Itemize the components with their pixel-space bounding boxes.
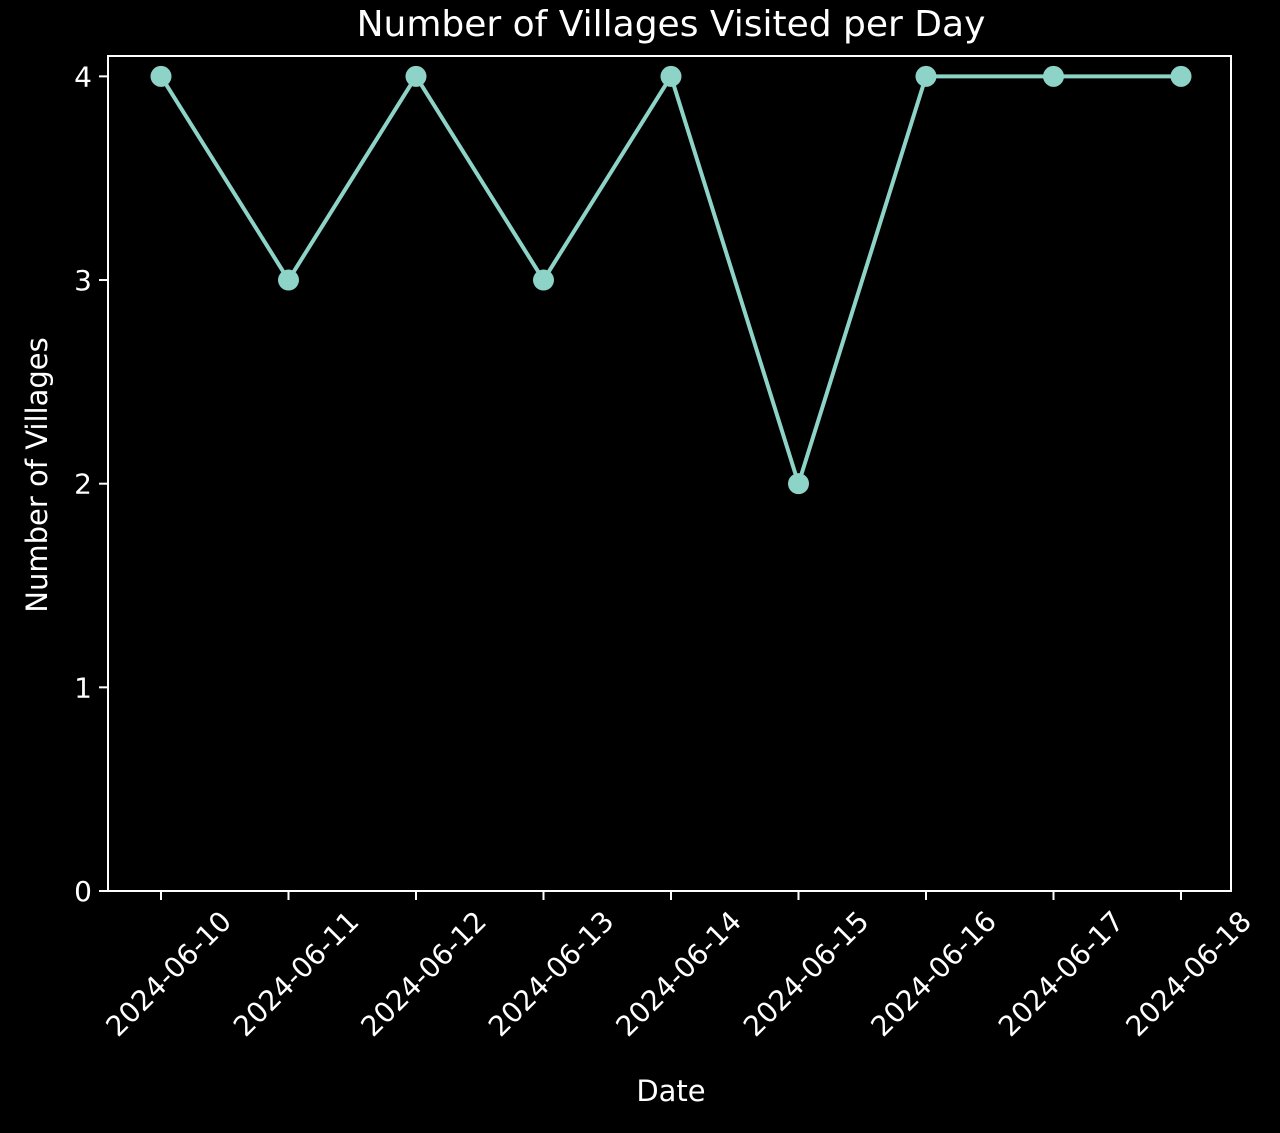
data-point bbox=[405, 65, 427, 87]
data-point bbox=[1170, 65, 1192, 87]
y-tick-label: 3 bbox=[74, 264, 92, 297]
data-point bbox=[1043, 65, 1064, 87]
data-point bbox=[278, 269, 299, 291]
y-axis-label: Number of Villages bbox=[20, 337, 54, 612]
data-point bbox=[660, 65, 682, 87]
y-tick-label: 0 bbox=[74, 875, 92, 908]
data-point bbox=[533, 269, 554, 291]
data-point bbox=[788, 473, 809, 495]
y-tick-label: 1 bbox=[74, 671, 92, 704]
data-point bbox=[915, 65, 937, 87]
chart-title: Number of Villages Visited per Day bbox=[357, 4, 986, 45]
axes-frame bbox=[107, 55, 1232, 892]
x-axis-label: Date bbox=[636, 1074, 705, 1108]
y-tick-label: 4 bbox=[74, 60, 92, 93]
data-point bbox=[150, 65, 172, 87]
y-tick-label: 2 bbox=[74, 468, 92, 501]
